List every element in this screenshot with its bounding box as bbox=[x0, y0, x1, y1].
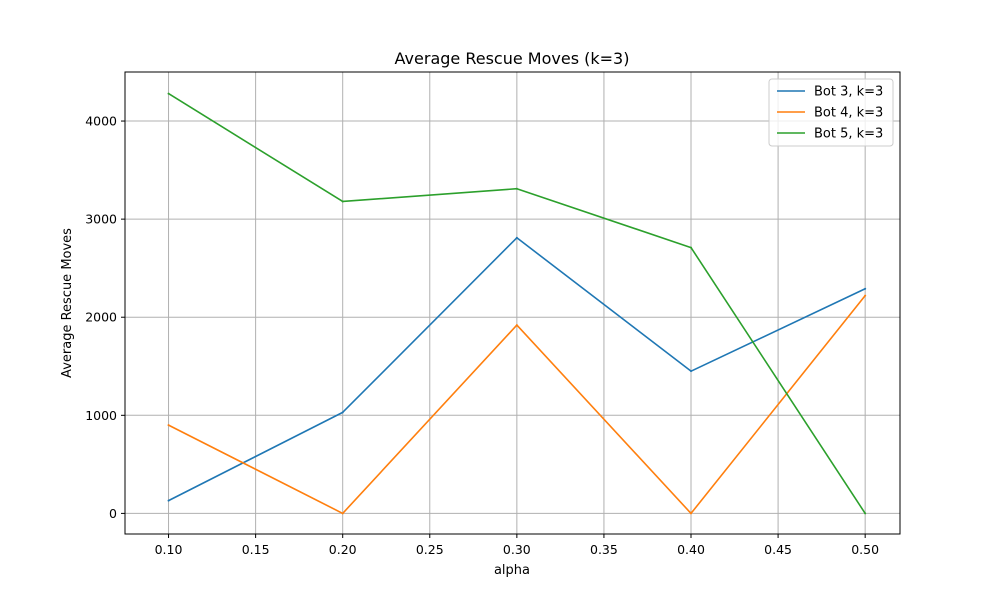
data-point bbox=[864, 512, 867, 515]
y-tick-label: 1000 bbox=[85, 408, 117, 423]
x-tick-label: 0.25 bbox=[416, 542, 444, 557]
y-tick-label: 4000 bbox=[85, 114, 117, 129]
x-tick-label: 0.15 bbox=[242, 542, 270, 557]
data-point bbox=[515, 187, 518, 190]
x-tick-label: 0.30 bbox=[503, 542, 531, 557]
y-axis-label: Average Rescue Moves bbox=[60, 228, 75, 378]
data-point bbox=[167, 92, 170, 95]
x-axis-label: alpha bbox=[494, 563, 530, 578]
legend: Bot 3, k=3 Bot 4, k=3 Bot 5, k=3 bbox=[768, 78, 894, 147]
x-tick-label: 0.50 bbox=[851, 542, 879, 557]
chart-title: Average Rescue Moves (k=3) bbox=[395, 49, 630, 68]
y-tick-label: 3000 bbox=[85, 212, 117, 227]
data-point bbox=[515, 324, 518, 327]
x-tick-label: 0.40 bbox=[677, 542, 705, 557]
x-tick-label: 0.35 bbox=[590, 542, 618, 557]
legend-label: Bot 3, k=3 bbox=[814, 85, 883, 100]
data-point bbox=[515, 236, 518, 239]
data-point bbox=[864, 294, 867, 297]
data-point bbox=[690, 370, 693, 373]
data-point bbox=[690, 246, 693, 249]
data-point bbox=[167, 424, 170, 427]
data-point bbox=[341, 200, 344, 203]
x-tick-label: 0.45 bbox=[764, 542, 792, 557]
plot-frame bbox=[124, 71, 901, 535]
data-point bbox=[167, 499, 170, 502]
x-axis-ticks: 0.10 0.15 0.20 0.25 0.30 0.35 0.40 0.45 0.50 bbox=[155, 534, 879, 557]
legend-label: Bot 4, k=3 bbox=[814, 106, 883, 121]
x-tick-label: 0.10 bbox=[155, 542, 183, 557]
data-point bbox=[341, 411, 344, 414]
legend-box bbox=[768, 78, 894, 147]
y-tick-label: 2000 bbox=[85, 310, 117, 325]
legend-label: Bot 5, k=3 bbox=[814, 127, 883, 142]
y-axis-ticks: 0 1000 2000 3000 4000 bbox=[85, 114, 125, 521]
x-tick-label: 0.20 bbox=[329, 542, 357, 557]
data-point bbox=[864, 287, 867, 290]
series-lines bbox=[167, 92, 867, 515]
y-tick-label: 0 bbox=[109, 506, 117, 521]
data-point bbox=[690, 512, 693, 515]
grid-lines bbox=[125, 72, 900, 534]
data-point bbox=[341, 512, 344, 515]
